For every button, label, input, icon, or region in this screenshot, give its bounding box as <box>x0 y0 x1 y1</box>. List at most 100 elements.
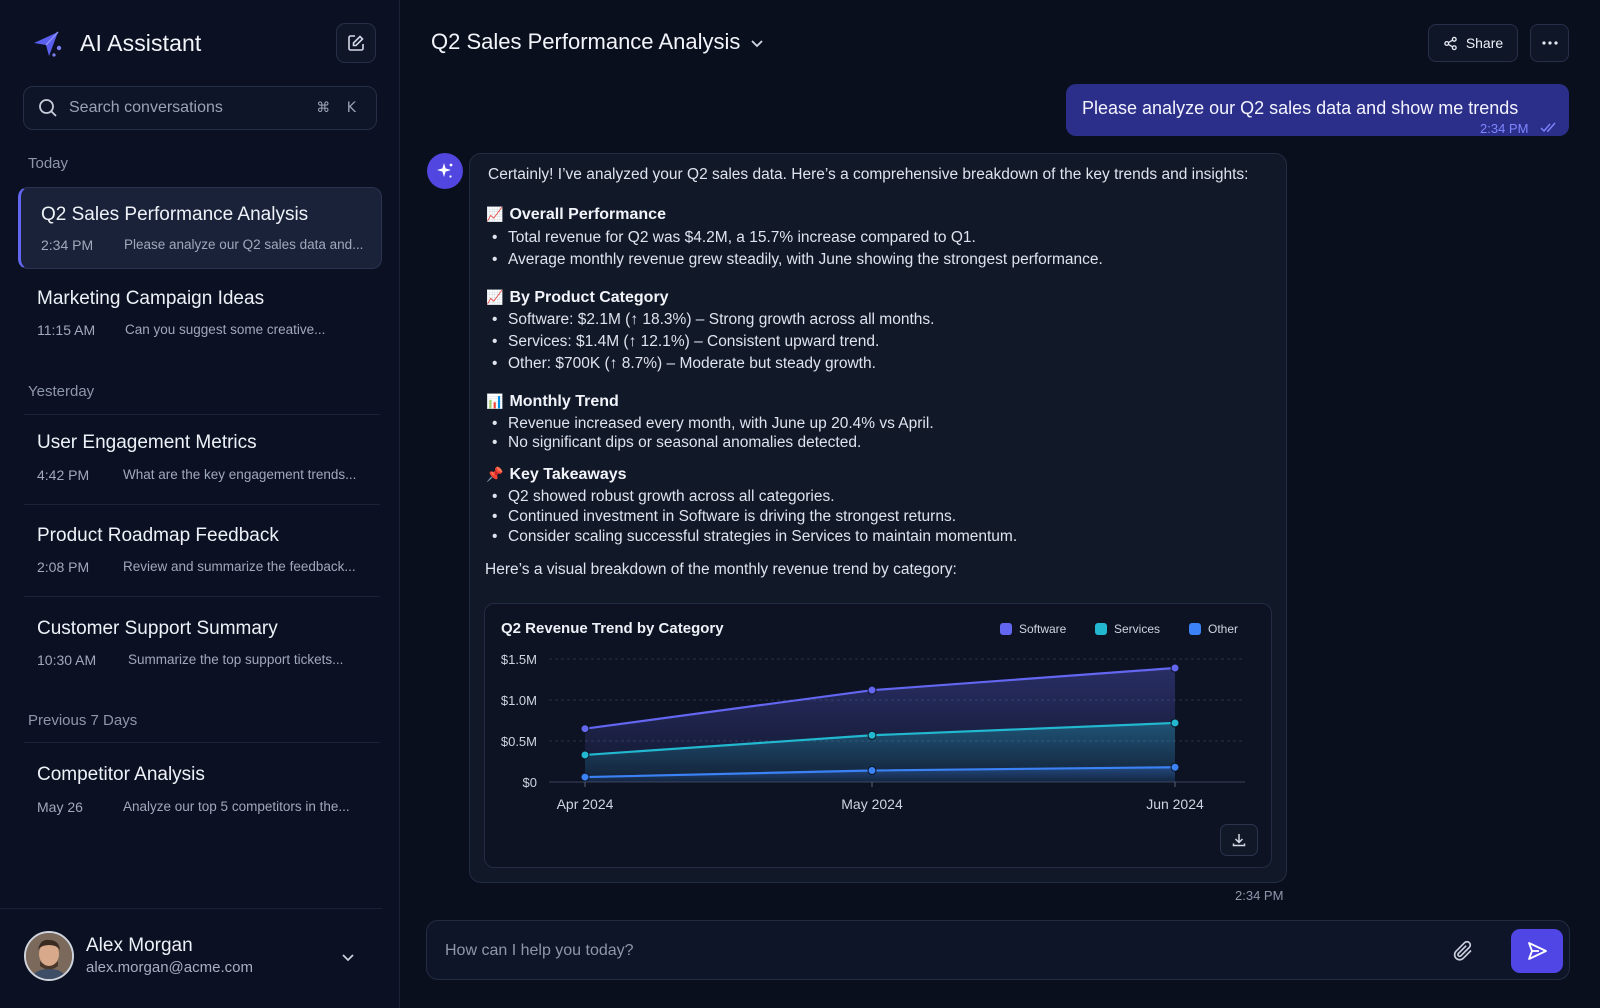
conversation-item-product-roadmap[interactable]: Product Roadmap Feedback 2:08 PM Review … <box>18 509 382 591</box>
y-tick-label: $1.0M <box>501 693 537 708</box>
sparkle-icon <box>437 163 453 178</box>
conversation-title: Customer Support Summary <box>37 618 278 639</box>
more-options-button[interactable] <box>1530 24 1569 62</box>
chevron-down-icon[interactable] <box>748 34 766 52</box>
new-chat-button[interactable] <box>336 23 376 63</box>
send-icon <box>1528 942 1547 960</box>
conversation-title: Q2 Sales Performance Analysis <box>41 204 309 225</box>
data-point-other <box>580 772 590 782</box>
search-box[interactable]: ⌘ K <box>23 86 377 130</box>
revenue-chart-card: $0 $0.5M $1.0M $1.5M Apr 2024 May 2024 Jun 202… <box>484 603 1272 868</box>
conversation-item-user-engagement[interactable]: User Engagement Metrics 4:42 PM What are… <box>18 416 382 498</box>
data-point-software <box>580 724 590 734</box>
read-receipt-icon <box>1540 122 1556 133</box>
section-heading: 📈 Overall Performance <box>486 206 666 223</box>
legend-item-other: Other <box>1189 622 1238 636</box>
message-input[interactable] <box>445 939 1425 963</box>
conversation-header-title[interactable]: Q2 Sales Performance Analysis <box>431 29 741 54</box>
x-tick-label: Jun 2024 <box>1146 796 1204 812</box>
send-button[interactable] <box>1511 929 1563 973</box>
conversation-item-q2-sales[interactable]: Q2 Sales Performance Analysis 2:34 PM Pl… <box>18 187 382 269</box>
bullet-item: Revenue increased every month, with June… <box>492 415 934 433</box>
data-point-software <box>867 685 877 695</box>
y-tick-label: $1.5M <box>501 652 537 667</box>
conversation-title: User Engagement Metrics <box>37 432 257 453</box>
data-point-software <box>1170 663 1180 673</box>
conversation-preview: Summarize the top support tickets... <box>128 652 344 667</box>
data-point-other <box>867 766 877 776</box>
avatar <box>24 931 74 981</box>
data-point-services <box>580 750 590 760</box>
conversation-time: 4:42 PM <box>37 467 90 483</box>
paperclip-icon[interactable] <box>1451 939 1475 963</box>
conversation-title: Competitor Analysis <box>37 764 205 785</box>
share-label: Share <box>1465 35 1504 51</box>
user-name: Alex Morgan <box>86 935 193 956</box>
data-point-services <box>867 730 877 740</box>
divider <box>24 742 380 743</box>
conversation-preview: Review and summarize the feedback... <box>123 559 356 574</box>
download-icon <box>1232 834 1246 847</box>
y-tick-label: $0.5M <box>501 734 537 749</box>
section-heading: 📌 Key Takeaways <box>486 466 627 483</box>
sidebar: AI Assistant ⌘ K Today Q2 Sales Performa… <box>0 0 400 1008</box>
brand: AI Assistant <box>30 26 201 60</box>
bullet-item: Consider scaling successful strategies i… <box>492 528 1017 546</box>
edit-icon <box>348 35 364 51</box>
series-area-services <box>585 722 1175 782</box>
conversation-preview: Can you suggest some creative... <box>125 322 326 337</box>
conversation-time: 2:08 PM <box>37 559 90 575</box>
section-label-yesterday: Yesterday <box>28 383 95 400</box>
chart-title: Q2 Revenue Trend by Category <box>501 620 724 637</box>
search-shortcut: ⌘ K <box>316 100 362 116</box>
search-input[interactable] <box>69 99 317 117</box>
conversation-item-customer-support[interactable]: Customer Support Summary 10:30 AM Summar… <box>18 602 382 684</box>
chart-intro: Here’s a visual breakdown of the monthly… <box>485 561 957 578</box>
data-point-other <box>1170 762 1180 772</box>
app-title: AI Assistant <box>80 29 202 56</box>
message-composer <box>426 920 1570 980</box>
user-message: Please analyze our Q2 sales data and sho… <box>1066 84 1569 136</box>
bullet-item: Other: $700K (↑ 8.7%) – Moderate but ste… <box>492 355 876 373</box>
conversation-time: May 26 <box>37 799 83 815</box>
revenue-chart: $0 $0.5M $1.0M $1.5M Apr 2024 May 2024 Jun 202… <box>501 652 1245 812</box>
legend-item-software: Software <box>1000 622 1066 636</box>
section-label-today: Today <box>28 155 69 172</box>
bullet-item: Services: $1.4M (↑ 12.1%) – Consistent u… <box>492 333 879 351</box>
assistant-message: Certainly! I’ve analyzed your Q2 sales d… <box>469 153 1287 883</box>
divider <box>24 504 380 505</box>
bullet-item: Q2 showed robust growth across all categ… <box>492 488 835 506</box>
download-chart-button[interactable] <box>1220 824 1258 856</box>
divider <box>24 414 380 415</box>
search-icon <box>39 99 57 117</box>
user-message-time: 2:34 PM <box>1480 121 1529 136</box>
legend-item-services: Services <box>1095 622 1160 636</box>
conversation-time: 10:30 AM <box>37 652 97 668</box>
x-tick-label: May 2024 <box>841 796 903 812</box>
share-icon <box>1444 36 1457 50</box>
user-email: alex.morgan@acme.com <box>86 959 253 976</box>
share-button[interactable]: Share <box>1428 24 1518 62</box>
user-message-text: Please analyze our Q2 sales data and sho… <box>1082 98 1519 118</box>
data-point-services <box>1170 718 1180 728</box>
conversation-preview: What are the key engagement trends... <box>123 467 357 482</box>
conversation-preview: Please analyze our Q2 sales data and... <box>124 237 364 252</box>
bullet-item: Continued investment in Software is driv… <box>492 508 956 526</box>
conversation-preview: Analyze our top 5 competitors in the... <box>123 799 350 814</box>
conversation-item-marketing[interactable]: Marketing Campaign Ideas 11:15 AM Can yo… <box>18 272 382 354</box>
conversation-title: Marketing Campaign Ideas <box>37 288 265 309</box>
conversation-title: Product Roadmap Feedback <box>37 525 279 546</box>
assistant-message-time: 2:34 PM <box>1235 888 1284 903</box>
assistant-avatar <box>427 153 463 189</box>
user-profile[interactable]: Alex Morgan alex.morgan@acme.com <box>0 908 382 1008</box>
section-heading: 📊 Monthly Trend <box>486 393 619 410</box>
section-label-previous-7-days: Previous 7 Days <box>28 712 138 729</box>
chevron-down-icon[interactable] <box>338 947 358 967</box>
conversation-item-competitor-analysis[interactable]: Competitor Analysis May 26 Analyze our t… <box>18 748 382 830</box>
sparkle-logo-icon <box>34 31 62 57</box>
conversation-time: 2:34 PM <box>41 237 94 253</box>
conversation-time: 11:15 AM <box>37 322 96 338</box>
bullet-item: No significant dips or seasonal anomalie… <box>492 434 861 452</box>
section-heading: 📈 By Product Category <box>486 289 669 306</box>
bullet-item: Average monthly revenue grew steadily, w… <box>492 251 1103 269</box>
